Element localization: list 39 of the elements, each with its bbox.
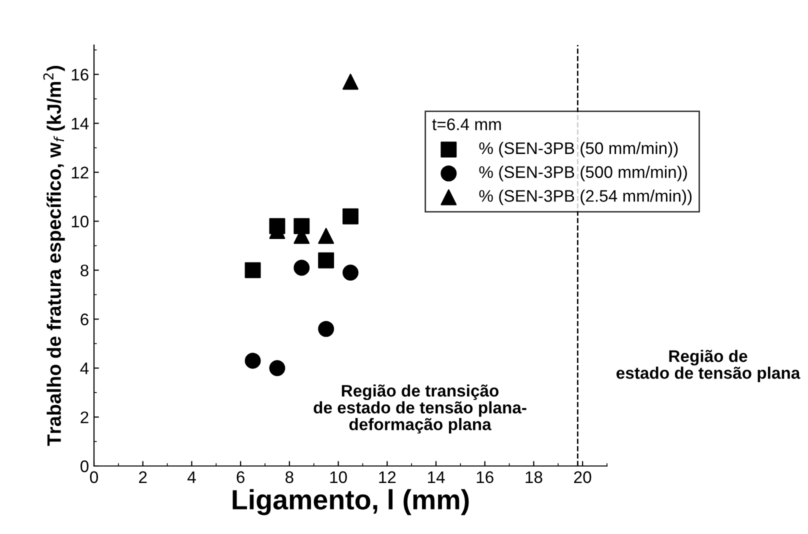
point: [244, 352, 261, 369]
x-tick-label: 4: [187, 471, 196, 483]
point: [318, 320, 334, 337]
point: [294, 260, 310, 276]
x-tick-label: 8: [286, 471, 294, 484]
y-tick-label: 12: [72, 166, 88, 178]
point: [244, 262, 261, 278]
y-tick-label: 4: [80, 362, 89, 374]
legend-label: % (SEN-3PB (500 mm/min)): [479, 166, 687, 182]
y-tick-label: 2: [80, 411, 88, 424]
x-tick-label: 18: [526, 471, 542, 484]
y-tick-label: 8: [80, 264, 88, 276]
y-tick-label: 0: [80, 460, 88, 472]
x-tick-label: 10: [330, 471, 347, 484]
legend-title: t=6.4 mm: [432, 118, 501, 130]
legend-label: % (SEN-3PB (2.54 mm/min)): [479, 190, 692, 206]
x-tick-label: 0: [90, 471, 98, 484]
point: [318, 252, 334, 268]
x-tick-label: 16: [476, 471, 494, 484]
y-axis-title: Trabalho de fratura específico, w$_{f}$ (kJ/m$^{2}$): [43, 66, 65, 446]
y-tick-label: 6: [80, 314, 88, 326]
x-tick-label: 6: [236, 471, 244, 484]
x-tick-label: 20: [574, 471, 592, 484]
x-tick-label: 2: [139, 471, 147, 483]
point: [342, 208, 358, 224]
point: [342, 264, 358, 281]
text: Região de estado de tensão plana: [616, 350, 800, 382]
x-tick-label: 12: [379, 471, 396, 483]
point: [269, 360, 286, 376]
annotation: Região de transição de estado de tensão plana- deformação plana: [314, 384, 526, 434]
x-tick-label: 14: [428, 471, 445, 483]
y-tick-label: 16: [72, 68, 88, 81]
point: [342, 74, 358, 90]
point: [318, 228, 334, 244]
x-axis-title: Ligamento, l (mm): [232, 489, 469, 516]
y-tick-label: 14: [72, 118, 89, 130]
y-tick-label: 10: [72, 216, 88, 228]
legend-label: % (SEN-3PB (50 mm/min)): [479, 142, 678, 158]
point: [294, 218, 310, 234]
